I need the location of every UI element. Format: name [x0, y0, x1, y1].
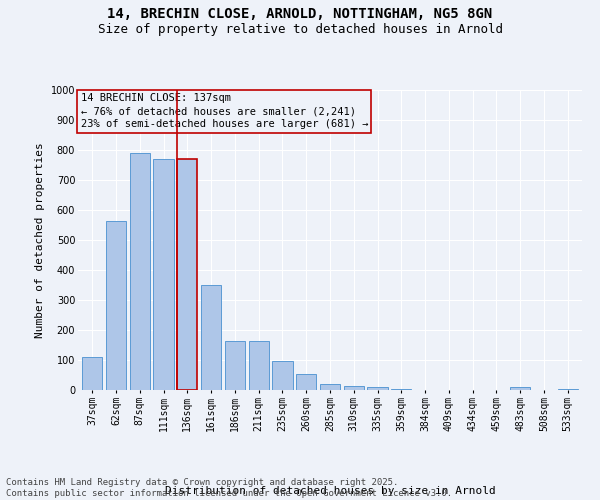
Bar — [367, 387, 388, 390]
Bar — [344, 386, 364, 390]
Bar — [296, 374, 316, 390]
Bar — [201, 285, 221, 390]
Bar — [106, 220, 126, 390]
Bar — [272, 361, 293, 390]
Y-axis label: Number of detached properties: Number of detached properties — [35, 142, 45, 338]
Text: 14, BRECHIN CLOSE, ARNOLD, NOTTINGHAM, NG5 8GN: 14, BRECHIN CLOSE, ARNOLD, NOTTINGHAM, N… — [107, 8, 493, 22]
Bar — [154, 159, 173, 390]
Bar — [225, 340, 245, 390]
Bar — [177, 159, 197, 390]
Bar — [557, 388, 578, 390]
Text: Size of property relative to detached houses in Arnold: Size of property relative to detached ho… — [97, 22, 503, 36]
Bar — [130, 153, 150, 390]
X-axis label: Distribution of detached houses by size in Arnold: Distribution of detached houses by size … — [164, 486, 496, 496]
Text: Contains HM Land Registry data © Crown copyright and database right 2025.
Contai: Contains HM Land Registry data © Crown c… — [6, 478, 452, 498]
Bar — [248, 340, 269, 390]
Bar — [320, 384, 340, 390]
Bar — [391, 388, 412, 390]
Bar — [510, 387, 530, 390]
Text: 14 BRECHIN CLOSE: 137sqm
← 76% of detached houses are smaller (2,241)
23% of sem: 14 BRECHIN CLOSE: 137sqm ← 76% of detach… — [80, 93, 368, 130]
Bar — [82, 357, 103, 390]
